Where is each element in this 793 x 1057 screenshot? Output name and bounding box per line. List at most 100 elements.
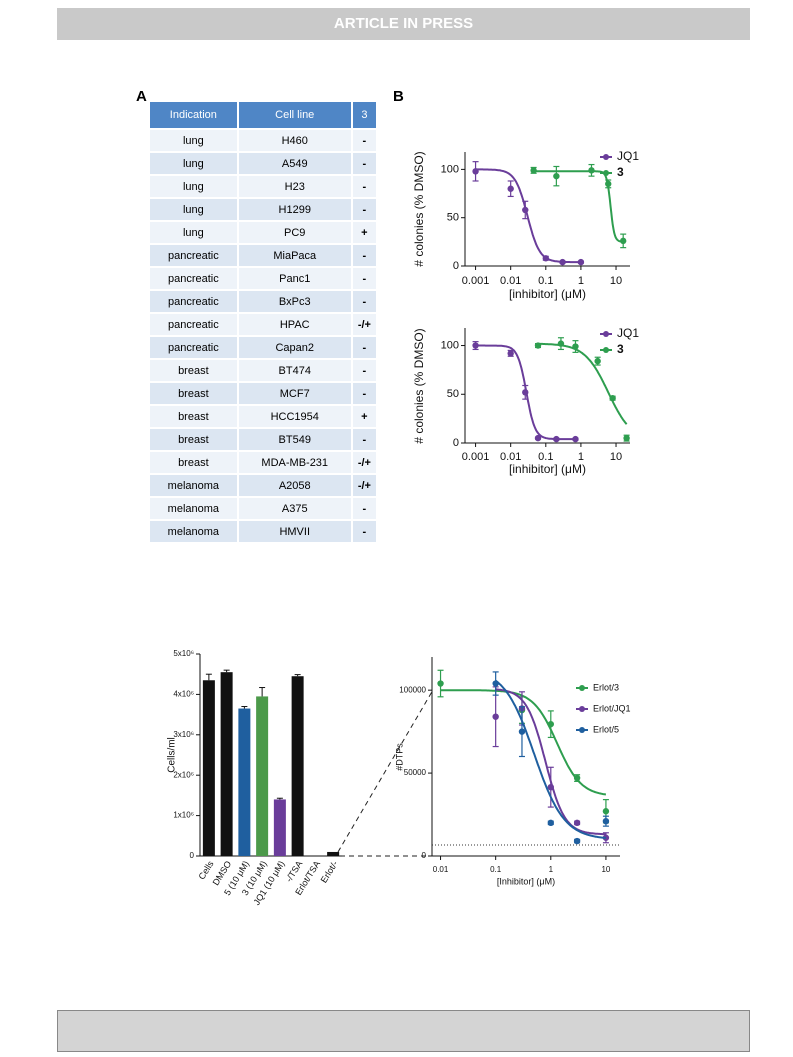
data-point	[573, 774, 581, 782]
y-tick-label: 100000	[399, 685, 426, 694]
column-header: Indication	[148, 100, 239, 130]
data-point	[594, 357, 601, 365]
legend-label: Erlot/5	[593, 724, 619, 734]
y-tick-label: 100	[441, 339, 459, 351]
column-header: 3	[350, 100, 379, 130]
x-tick-label: 0.001	[462, 275, 490, 287]
y-tick-label: 0	[190, 851, 195, 860]
data-point	[588, 167, 595, 174]
data-point	[559, 258, 566, 266]
table-cell: A549	[236, 151, 353, 176]
data-point	[572, 435, 579, 443]
table-cell: melanoma	[148, 496, 239, 521]
table-cell: HPAC	[236, 312, 353, 337]
table-cell: -/+	[350, 312, 379, 337]
table-row: lung H23-	[148, 174, 379, 199]
data-point	[553, 435, 560, 443]
table-cell: breast	[148, 381, 239, 406]
legend-label: JQ1	[617, 326, 639, 340]
y-tick-label: 5x10⁶	[173, 649, 194, 658]
table-row: breast HCC1954 +	[148, 404, 379, 429]
table-cell: -/+	[350, 450, 379, 475]
y-tick-label: 2x10⁶	[173, 770, 194, 779]
table-cell: breast	[148, 427, 239, 452]
table-cell: -	[350, 197, 379, 222]
x-tick-label: 0.1	[490, 865, 502, 874]
table-cell: pancreatic	[148, 289, 239, 314]
data-point	[518, 728, 526, 735]
y-tick-label: 0	[422, 851, 427, 860]
data-point	[534, 342, 542, 349]
legend-marker	[603, 170, 609, 176]
data-point	[492, 680, 499, 687]
data-point	[522, 389, 529, 396]
table-cell: pancreatic	[148, 266, 239, 291]
table-row: pancreatic HPAC -/+	[148, 312, 379, 337]
error-bar	[241, 706, 248, 709]
table-row: pancreatic MiaPaca -	[148, 243, 379, 268]
legend-marker	[603, 331, 609, 337]
table-cell: BT549	[236, 427, 353, 452]
bar	[273, 799, 286, 856]
y-axis-label: # colonies (% DMSO)	[412, 328, 426, 443]
data-point	[553, 172, 560, 180]
column-header: Cell line	[236, 100, 353, 130]
data-point	[609, 394, 616, 402]
table-cell: lung	[148, 220, 239, 245]
error-bar	[223, 669, 230, 673]
table-cell: HCC1954	[236, 404, 353, 429]
footer-bar	[57, 1010, 750, 1052]
error-bar	[294, 674, 301, 677]
table-cell: BT474	[236, 358, 353, 383]
bar	[327, 851, 340, 856]
error-bar	[276, 797, 283, 800]
legend-label: JQ1	[617, 149, 639, 163]
legend-label: 3	[617, 165, 624, 179]
data-point	[573, 837, 581, 845]
y-tick-label: 50000	[404, 768, 427, 777]
table-cell: PC9	[236, 220, 353, 245]
table-cell: pancreatic	[148, 312, 239, 337]
table-cell: -	[350, 496, 379, 521]
y-axis-label: #DTPs	[394, 743, 404, 771]
data-point	[572, 343, 579, 350]
data-point	[602, 817, 610, 825]
data-point	[534, 434, 542, 442]
data-point	[472, 342, 479, 349]
table-cell: breast	[148, 404, 239, 429]
table-cell: lung	[148, 174, 239, 199]
bar	[220, 672, 233, 856]
legend-label: Erlot/JQ1	[593, 703, 631, 713]
table-cell: +	[350, 220, 379, 245]
data-point	[547, 783, 554, 791]
cell-line-table: Indication Cell line 3 lung H460- lung A549- lu…	[148, 100, 379, 544]
data-point	[547, 720, 554, 728]
table-cell: -	[350, 174, 379, 199]
legend-label: 3	[617, 342, 624, 356]
y-tick-label: 50	[447, 388, 459, 400]
table-cell: -	[350, 243, 379, 268]
table-cell: +	[350, 404, 379, 429]
x-tick-label: 1	[578, 275, 584, 287]
bar	[256, 696, 269, 856]
legend-marker	[603, 347, 609, 353]
table-row: breast MDA-MB-231 -/+	[148, 450, 379, 475]
bar	[202, 680, 215, 856]
fit-curve	[475, 168, 581, 264]
x-tick-label: 0.01	[433, 865, 449, 874]
data-point	[602, 808, 610, 815]
data-point	[557, 340, 565, 347]
x-axis-label: [inhibitor] (μM)	[509, 462, 586, 476]
table-cell: H460	[236, 128, 353, 153]
x-tick-label: 10	[610, 451, 622, 463]
x-axis-label: [inhibitor] (μM)	[509, 287, 586, 301]
legend-marker	[579, 685, 585, 691]
y-tick-label: 4x10⁶	[173, 690, 194, 699]
y-axis-label: Cells/ml	[167, 737, 178, 773]
x-tick-label: 10	[601, 865, 610, 874]
table-cell: pancreatic	[148, 243, 239, 268]
banner: ARTICLE IN PRESS	[57, 8, 750, 40]
table-cell: H1299	[236, 197, 353, 222]
